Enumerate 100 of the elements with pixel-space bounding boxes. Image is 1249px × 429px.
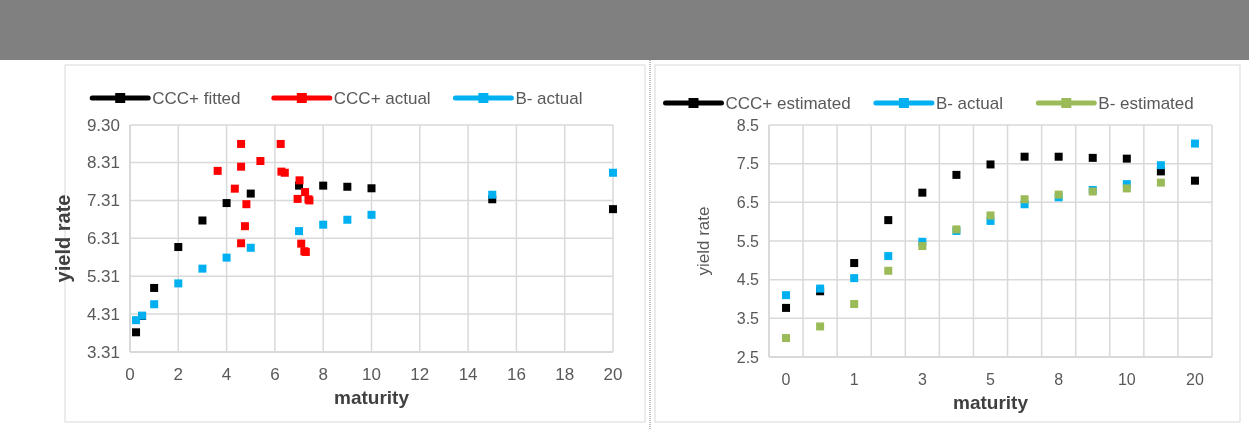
- x-tick-label: 20: [603, 365, 623, 384]
- point: [918, 242, 927, 251]
- x-tick-label: 10: [362, 365, 381, 384]
- y-tick-label: 3.31: [86, 342, 120, 362]
- point: [1020, 152, 1029, 161]
- point: [198, 216, 207, 225]
- point: [782, 334, 791, 343]
- y-axis-title: yield rate: [694, 206, 713, 276]
- point: [198, 264, 207, 273]
- point: [174, 243, 183, 252]
- y-tick-label: 4.31: [86, 305, 120, 325]
- point: [222, 253, 231, 262]
- point: [293, 194, 302, 203]
- point: [297, 239, 306, 248]
- y-tick-label: 6.5: [736, 193, 760, 211]
- point: [276, 139, 285, 148]
- point: [816, 322, 825, 331]
- y-tick-label: 5.5: [736, 232, 760, 250]
- legend-label: B- estimated: [1098, 93, 1194, 113]
- point: [1088, 153, 1097, 162]
- legend-label: B- actual: [935, 93, 1003, 113]
- x-axis-title: maturity: [953, 392, 1029, 413]
- y-tick-label: 6.31: [86, 229, 120, 249]
- point: [230, 184, 239, 193]
- x-tick-label: 18: [555, 365, 575, 384]
- point: [609, 168, 617, 177]
- point: [1122, 184, 1131, 193]
- point: [150, 300, 159, 309]
- point: [319, 181, 328, 190]
- y-tick-label: 5.31: [86, 267, 120, 287]
- x-tick-label: 8: [1054, 371, 1064, 388]
- point: [242, 200, 251, 209]
- point: [1156, 161, 1165, 170]
- y-tick-label: 2.5: [736, 348, 760, 366]
- point: [884, 216, 893, 225]
- legend-label: B- actual: [515, 88, 583, 108]
- point: [246, 243, 255, 252]
- x-tick-label: 6: [270, 365, 280, 384]
- point: [884, 266, 893, 275]
- point: [986, 160, 995, 169]
- point: [367, 210, 376, 219]
- y-tick-label: 8.5: [736, 116, 760, 134]
- y-tick-label: 4.5: [736, 271, 760, 289]
- point: [150, 283, 159, 292]
- point: [1190, 176, 1199, 185]
- legend-label: CCC+ actual: [333, 88, 431, 108]
- point: [850, 300, 859, 309]
- x-tick-label: 12: [410, 365, 430, 384]
- point: [237, 139, 246, 148]
- y-tick-label: 7.31: [86, 191, 120, 211]
- y-tick-label: 9.30: [86, 115, 120, 135]
- point: [237, 239, 246, 248]
- x-tick-label: 1: [849, 371, 859, 388]
- point: [256, 157, 265, 165]
- y-tick-label: 3.5: [736, 309, 760, 327]
- x-axis-title: maturity: [334, 387, 410, 408]
- point: [174, 279, 183, 288]
- x-tick-label: 20: [1186, 371, 1204, 388]
- point: [295, 227, 304, 236]
- point: [850, 274, 859, 283]
- x-tick-label: 14: [458, 365, 478, 384]
- legend-label: CCC+ estimated: [725, 93, 851, 113]
- x-tick-label: 10: [1117, 371, 1136, 388]
- x-tick-label: 2: [173, 365, 184, 384]
- point: [850, 259, 859, 268]
- point: [343, 182, 352, 191]
- point: [1156, 178, 1165, 187]
- x-tick-label: 0: [125, 365, 135, 384]
- x-tick-label: 8: [318, 365, 328, 384]
- point: [319, 220, 328, 229]
- point: [884, 252, 893, 261]
- x-tick-label: 5: [986, 371, 996, 388]
- point: [609, 205, 617, 214]
- point: [1020, 195, 1029, 204]
- point: [986, 211, 995, 220]
- point: [1054, 152, 1063, 161]
- point: [213, 166, 222, 175]
- point: [782, 291, 791, 300]
- x-tick-label: 16: [506, 365, 526, 384]
- x-tick-label: 3: [917, 371, 927, 388]
- point: [1122, 154, 1131, 163]
- x-tick-label: 0: [781, 371, 791, 388]
- point: [295, 176, 304, 185]
- point: [301, 188, 310, 197]
- point: [240, 222, 249, 231]
- y-tick-label: 7.5: [736, 155, 760, 173]
- point: [488, 190, 497, 199]
- point: [222, 199, 231, 208]
- legend-label: CCC+ fitted: [152, 88, 241, 108]
- point: [918, 188, 927, 197]
- point: [952, 170, 961, 179]
- x-tick-label: 4: [221, 365, 232, 384]
- point: [782, 303, 791, 312]
- point: [237, 162, 246, 171]
- y-axis-title: yield rate: [52, 194, 74, 283]
- point: [367, 184, 376, 193]
- point: [246, 189, 255, 198]
- point: [343, 215, 352, 224]
- y-tick-label: 8.31: [86, 153, 120, 173]
- point: [1190, 139, 1199, 148]
